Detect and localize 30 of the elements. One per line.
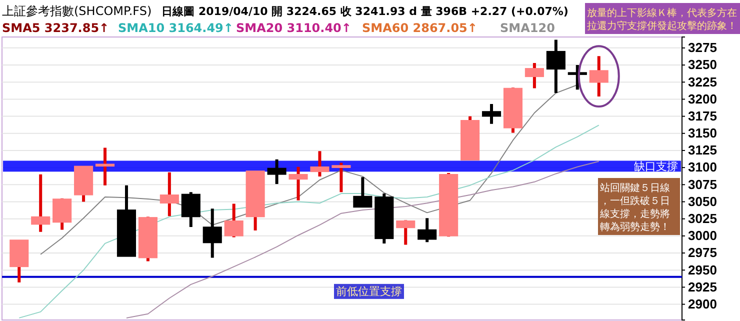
text: 放量的上下影線Ｋ棒，代表多方在拉還力守支撐併發起攻擊的跡象！ [587,7,737,32]
candlestick [439,173,458,236]
y-tick-label: 3225 [688,74,717,90]
y-tick-label: 2975 [688,245,717,260]
y-tick-label: 3275 [688,40,717,56]
y-tick-label: 3200 [688,91,717,106]
annotation: 站回關鍵５日線，一但跌破５日線支撐，走勢將轉為弱勢走勢！ [599,182,670,233]
text: SMA5 3237.85↑ [2,21,110,35]
y-tick-label: 3125 [688,142,717,158]
text: SMA60 2867.05↑ [362,21,478,35]
y-tick-label: 2950 [688,262,717,278]
text: SMA120 [500,21,555,35]
band-label: 缺口支撐 [634,160,678,174]
line-series [126,160,600,318]
y-tick-label: 3025 [688,210,717,226]
text: SMA20 3110.40↑ [236,21,352,35]
y-tick-label: 3075 [688,176,717,192]
y-tick-label: 2900 [688,296,717,312]
text: SMA10 3164.49↑ [118,21,234,35]
y-tick-label: 3050 [688,194,717,209]
y-tick-label: 3175 [688,108,717,124]
line-series [40,84,578,255]
chart-title: 上証參考指數(SHCOMP.FS) [2,4,152,18]
y-tick-label: 3150 [688,126,717,141]
y-tick-label: 2925 [688,279,717,294]
chart-subtitle: 日線圖 2019/04/10 開 3224.65 收 3241.93 d 量 396B +2.27 (+0.07%) [162,5,568,18]
y-tick-label: 3100 [688,160,717,175]
y-tick-label: 3250 [688,57,717,72]
ref-line-label: 前低位置支撐 [336,284,402,298]
y-tick-label: 3000 [688,228,717,244]
